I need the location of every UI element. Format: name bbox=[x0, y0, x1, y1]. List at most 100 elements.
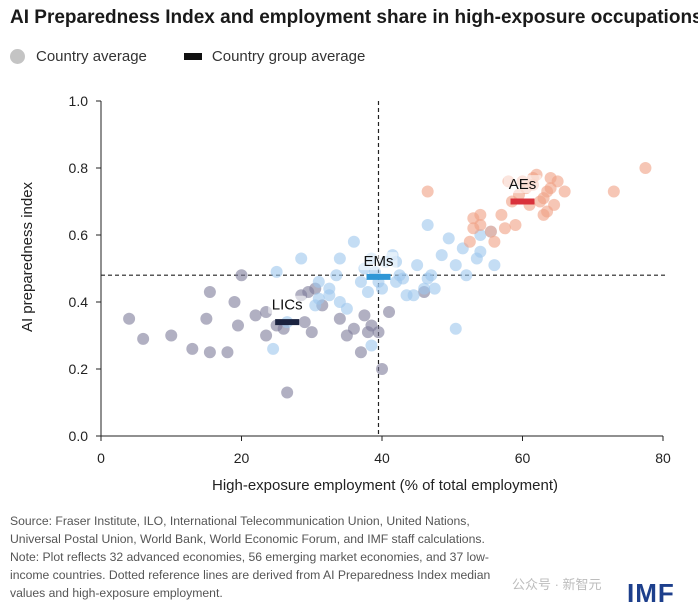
data-point bbox=[221, 346, 234, 359]
legend-group-average-label: Country group average bbox=[211, 47, 366, 65]
watermark: 公众号 · 新智元 bbox=[512, 577, 602, 592]
x-tick-label: 40 bbox=[374, 450, 390, 466]
data-point bbox=[418, 282, 431, 295]
scatter-chart: 0.0 0.2 0.4 0.6 0.8 1.0 0 20 40 60 80 LICs EMs AEs H… bbox=[19, 93, 671, 494]
x-tick-label: 0 bbox=[97, 450, 105, 466]
data-point bbox=[365, 339, 378, 352]
data-point bbox=[333, 252, 346, 265]
data-point bbox=[449, 322, 462, 335]
chart-title: AI Preparedness Index and employment sha… bbox=[10, 7, 698, 28]
x-tick-label: 80 bbox=[655, 450, 671, 466]
x-tick-label: 20 bbox=[234, 450, 250, 466]
data-point bbox=[312, 292, 325, 305]
data-point bbox=[474, 218, 487, 231]
data-point bbox=[295, 252, 308, 265]
group-average-label: LICs bbox=[272, 297, 303, 314]
data-point bbox=[383, 306, 396, 319]
data-point bbox=[488, 235, 501, 248]
y-tick-label: 0.6 bbox=[69, 227, 89, 243]
data-point bbox=[231, 319, 244, 332]
data-point bbox=[298, 316, 311, 329]
footer-line: Note: Plot reflects 32 advanced economie… bbox=[10, 550, 489, 564]
data-point bbox=[333, 312, 346, 325]
footer-line: Universal Postal Union, World Bank, Worl… bbox=[10, 532, 485, 546]
data-point bbox=[200, 312, 213, 325]
data-point bbox=[463, 235, 476, 248]
source-note: Source: Fraser Institute, ILO, Internati… bbox=[10, 512, 570, 602]
data-point bbox=[305, 326, 318, 339]
x-axis-label: High-exposure employment (% of total emp… bbox=[212, 477, 558, 494]
data-point bbox=[347, 322, 360, 335]
data-point bbox=[558, 185, 571, 198]
x-tick-label: 60 bbox=[515, 450, 531, 466]
data-point bbox=[228, 296, 241, 308]
data-point bbox=[361, 285, 374, 298]
data-point bbox=[281, 386, 294, 399]
data-point bbox=[474, 245, 487, 258]
group-averages-group: LICs EMs AEs bbox=[268, 175, 542, 326]
data-point bbox=[235, 269, 248, 282]
data-point bbox=[541, 205, 554, 218]
imf-logo: IMF bbox=[627, 578, 675, 608]
group-average-label: AEs bbox=[509, 176, 537, 193]
data-point bbox=[249, 309, 262, 322]
data-point bbox=[186, 342, 199, 355]
data-point bbox=[372, 326, 385, 339]
group-label-background bbox=[503, 175, 542, 194]
data-point bbox=[397, 272, 410, 285]
data-point bbox=[551, 175, 564, 188]
data-point bbox=[203, 285, 216, 298]
footer-line: income countries. Dotted reference lines… bbox=[10, 568, 491, 582]
data-point bbox=[340, 302, 353, 315]
y-tick-label: 0.8 bbox=[69, 160, 89, 176]
y-axis-label: AI preparedness index bbox=[19, 181, 36, 332]
data-point bbox=[411, 259, 424, 272]
points-group bbox=[123, 162, 652, 399]
legend-country-average-marker bbox=[10, 48, 25, 64]
y-tick-label: 1.0 bbox=[69, 93, 89, 109]
group-average-label: EMs bbox=[363, 253, 393, 270]
data-point bbox=[312, 275, 325, 288]
data-point bbox=[358, 309, 371, 322]
data-point bbox=[425, 269, 438, 282]
y-tick-label: 0.0 bbox=[69, 428, 89, 444]
legend: Country average Country group average bbox=[10, 46, 365, 66]
data-point bbox=[460, 269, 473, 282]
group-label-background bbox=[359, 252, 398, 271]
data-point bbox=[407, 289, 420, 302]
data-point bbox=[354, 346, 367, 359]
axes-group: 0.0 0.2 0.4 0.6 0.8 1.0 0 20 40 60 80 bbox=[69, 93, 671, 466]
data-point bbox=[267, 342, 280, 355]
data-point bbox=[449, 259, 462, 272]
data-point bbox=[435, 249, 448, 262]
data-point bbox=[323, 289, 336, 302]
group-average-bar bbox=[275, 319, 300, 326]
legend-group-average-marker bbox=[183, 52, 202, 60]
data-point bbox=[428, 282, 441, 295]
y-tick-label: 0.2 bbox=[69, 361, 89, 377]
data-point bbox=[165, 329, 178, 342]
group-label-background bbox=[268, 295, 307, 314]
footer-line: Source: Fraser Institute, ILO, Internati… bbox=[10, 514, 470, 528]
data-point bbox=[421, 185, 434, 198]
data-point bbox=[376, 363, 388, 375]
data-point bbox=[421, 218, 434, 231]
data-point bbox=[495, 208, 508, 221]
data-point bbox=[607, 185, 620, 198]
data-point bbox=[442, 232, 455, 245]
data-point bbox=[639, 162, 652, 174]
data-point bbox=[484, 225, 497, 238]
data-point bbox=[488, 259, 501, 272]
data-point bbox=[330, 269, 343, 282]
data-point bbox=[270, 265, 283, 278]
data-point bbox=[123, 312, 136, 325]
y-tick-label: 0.4 bbox=[69, 294, 89, 310]
data-point bbox=[376, 282, 388, 295]
data-point bbox=[498, 222, 511, 235]
data-point bbox=[347, 235, 360, 248]
data-point bbox=[474, 208, 487, 221]
footer-line: values and high-exposure employment. bbox=[10, 586, 223, 600]
legend-country-average-label: Country average bbox=[36, 47, 147, 65]
data-point bbox=[354, 275, 367, 288]
group-average-bar bbox=[510, 198, 535, 205]
